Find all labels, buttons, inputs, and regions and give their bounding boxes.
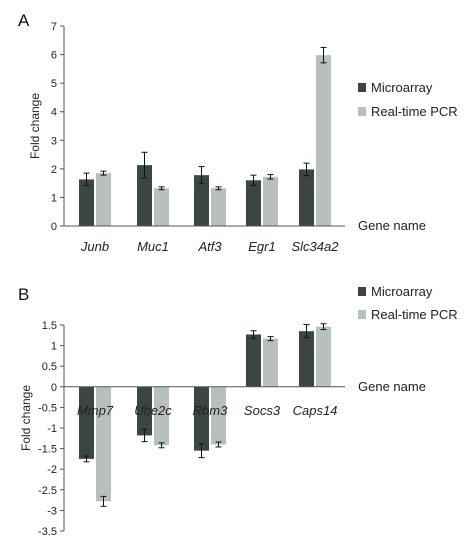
bar-atf3-pcr <box>211 188 226 226</box>
category-label: Rbm3 <box>193 403 228 418</box>
y-tick-label: -0.5 <box>38 402 57 414</box>
bar-egr1-microarray <box>246 180 261 226</box>
y-tick-label: 3 <box>51 135 57 147</box>
bar-slc34a2-microarray <box>299 169 314 226</box>
category-label: Atf3 <box>197 239 222 254</box>
legend-swatch <box>358 107 366 116</box>
y-tick-label: 1.5 <box>42 320 57 332</box>
panel-label: A <box>18 11 30 30</box>
x-axis-title: Gene name <box>358 218 426 233</box>
y-tick-label: 6 <box>51 50 57 62</box>
panel-label: B <box>18 285 29 304</box>
legend-swatch <box>358 310 366 319</box>
y-tick-label: 0.5 <box>42 361 57 373</box>
bar-ube2c-microarray <box>137 386 152 436</box>
category-label: Socs3 <box>244 403 281 418</box>
bar-atf3-microarray <box>194 175 209 226</box>
category-label: Caps14 <box>293 403 338 418</box>
category-label: Egr1 <box>248 239 275 254</box>
y-tick-label: -3 <box>47 505 57 517</box>
y-tick-label: 4 <box>51 107 57 119</box>
y-axis-title: Fold change <box>28 93 42 159</box>
bar-egr1-pcr <box>263 176 278 226</box>
bar-ube2c-pcr <box>154 386 169 446</box>
legend-label: Microarray <box>371 80 433 95</box>
bar-rbm3-microarray <box>194 386 209 451</box>
legend-swatch <box>358 287 366 296</box>
category-label: Slc34a2 <box>292 239 340 254</box>
bar-caps14-microarray <box>299 331 314 387</box>
y-tick-label: -1 <box>47 423 57 435</box>
bar-socs3-microarray <box>246 334 261 387</box>
y-tick-label: 2 <box>51 164 57 176</box>
category-label: Muc1 <box>137 239 169 254</box>
panel-b: B -3.5 -3 -2.5 -2 -1.5 -1 -0.5 0 0.5 1 1.5 Mmp7 Ube2c… <box>18 284 458 538</box>
category-label: Ube2c <box>134 403 172 418</box>
bar-socs3-pcr <box>263 338 278 387</box>
y-tick-label: 1 <box>51 341 57 353</box>
y-tick-label: 7 <box>51 21 57 33</box>
bar-muc1-pcr <box>154 188 169 226</box>
bar-junb-microarray <box>79 179 94 226</box>
legend-label: Real-time PCR <box>371 307 458 322</box>
bar-junb-pcr <box>96 173 111 226</box>
bar-rbm3-pcr <box>211 386 226 445</box>
legend-label: Real-time PCR <box>371 104 458 119</box>
y-tick-label: -1.5 <box>38 444 57 456</box>
bar-mmp7-microarray <box>79 386 94 459</box>
x-axis-title: Gene name <box>358 379 426 394</box>
y-tick-label: -2.5 <box>38 485 57 497</box>
y-tick-label: 0 <box>51 382 57 394</box>
panel-a: A 0 1 2 3 4 5 6 7 Junb Muc1 Atf3 Egr1 Slc34a2 Fold cha… <box>18 11 458 254</box>
y-tick-label: -3.5 <box>38 526 57 538</box>
y-tick-label: 0 <box>51 221 57 233</box>
y-axis-title: Fold change <box>19 385 33 451</box>
y-tick-label: -2 <box>47 464 57 476</box>
bar-muc1-microarray <box>137 165 152 226</box>
y-tick-label: 5 <box>51 78 57 90</box>
bar-caps14-pcr <box>316 326 331 387</box>
category-label: Junb <box>80 239 109 254</box>
legend-swatch <box>358 83 366 92</box>
bar-slc34a2-pcr <box>316 55 331 227</box>
category-label: Mmp7 <box>77 403 114 418</box>
bar-mmp7-pcr <box>96 386 111 502</box>
legend-label: Microarray <box>371 284 433 299</box>
y-tick-label: 1 <box>51 192 57 204</box>
